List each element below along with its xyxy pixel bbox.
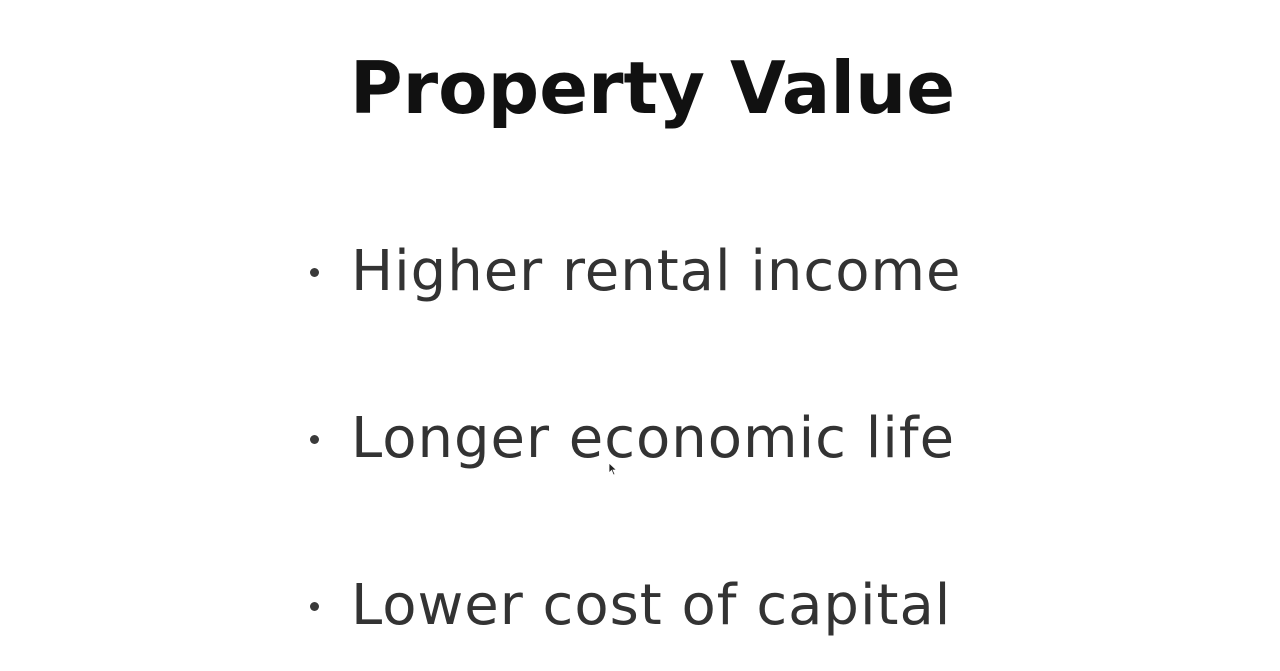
bullet-text: Longer economic life: [351, 406, 956, 471]
bullet-text: Higher rental income: [351, 239, 962, 304]
bullet-dot-icon: [310, 434, 319, 444]
mouse-pointer-icon: [608, 462, 618, 476]
bullet-dot-icon: [310, 267, 319, 277]
list-item: Longer economic life: [310, 399, 955, 479]
slide-title: Property Value: [349, 46, 956, 130]
list-item: Higher rental income: [310, 232, 961, 312]
list-item: Lower cost of capital: [310, 566, 951, 646]
bullet-dot-icon: [310, 601, 319, 611]
bullet-text: Lower cost of capital: [351, 573, 952, 638]
